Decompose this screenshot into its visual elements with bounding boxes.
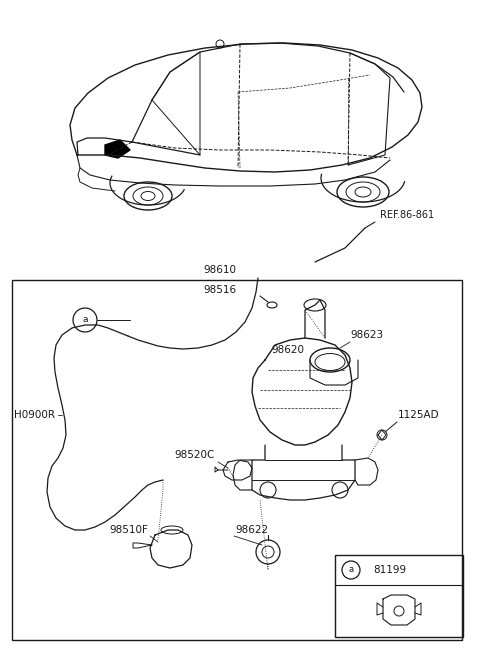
Text: a: a bbox=[348, 565, 354, 574]
Text: H0900R: H0900R bbox=[14, 410, 55, 420]
Text: 98623: 98623 bbox=[350, 330, 383, 340]
Text: 98510F: 98510F bbox=[109, 525, 148, 535]
Polygon shape bbox=[105, 140, 130, 158]
Text: 81199: 81199 bbox=[373, 565, 407, 575]
Text: 98516: 98516 bbox=[204, 285, 237, 295]
Bar bbox=[12, 280, 462, 640]
Text: a: a bbox=[82, 316, 88, 324]
Bar bbox=[335, 555, 463, 637]
Text: 98520C: 98520C bbox=[175, 450, 215, 460]
Text: 98610: 98610 bbox=[204, 265, 237, 275]
Text: 1125AD: 1125AD bbox=[398, 410, 440, 420]
Text: REF.86-861: REF.86-861 bbox=[380, 210, 434, 220]
Text: 98622: 98622 bbox=[235, 525, 268, 535]
Text: 98620: 98620 bbox=[272, 345, 304, 355]
